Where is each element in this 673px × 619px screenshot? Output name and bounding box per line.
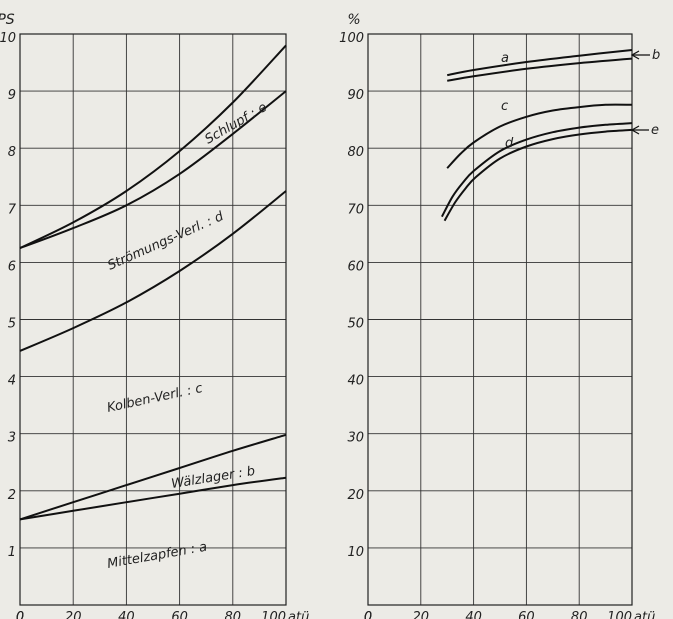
right-y-tick-label: 30 <box>347 431 364 446</box>
left-y-tick-label: 6 <box>8 259 16 274</box>
left-y-tick-label: 1 <box>8 545 16 560</box>
left-x-tick-label: 40 <box>118 610 135 619</box>
left-y-tick-label: 7 <box>8 202 17 217</box>
right-x-tick-label: 0 <box>364 610 372 619</box>
left-series-line-1 <box>19 476 287 521</box>
label-curve-e: e <box>651 123 659 138</box>
right-y-axis-label: % <box>347 12 360 28</box>
right-x-tick-label: 20 <box>413 610 430 619</box>
right-x-tick-label: 60 <box>518 610 535 619</box>
left-y-tick-label: 2 <box>8 488 16 503</box>
right-y-tick-label: 60 <box>347 259 364 274</box>
left-x-tick-label: 0 <box>16 610 24 619</box>
left-y-axis-label: PS <box>0 12 15 28</box>
left-y-tick-label: 5 <box>8 317 16 332</box>
left-x-unit-label: atü <box>288 610 309 619</box>
right-y-tick-label: 50 <box>347 317 364 332</box>
right-y-tick-label: 80 <box>347 145 364 160</box>
left-x-tick-label: 20 <box>65 610 82 619</box>
left-chart-power-loss: 020406080100atü12345678910PS0 <box>0 12 309 619</box>
left-y-tick-label: 8 <box>8 145 16 160</box>
left-series-line-2 <box>19 433 287 521</box>
right-series-line-c <box>446 103 633 169</box>
right-series-line-e <box>443 128 633 222</box>
left-y-tick-label: 9 <box>8 88 16 103</box>
right-series-line-b <box>447 57 633 82</box>
right-x-tick-label: 0 <box>364 610 372 619</box>
right-series-line-d <box>441 122 633 218</box>
right-series-line-a <box>447 49 633 77</box>
label-stroemungs-verl: Strömungs-Verl. : d <box>106 209 227 274</box>
right-y-tick-label: 40 <box>347 374 364 389</box>
left-series-line-4 <box>19 90 287 250</box>
right-y-tick-label: 20 <box>347 488 364 503</box>
left-x-tick-label: 60 <box>171 610 188 619</box>
right-x-unit-label: atü <box>634 610 655 619</box>
right-x-tick-label: 40 <box>465 610 482 619</box>
left-series-line-3 <box>19 190 287 352</box>
label-curve-c: c <box>501 99 508 114</box>
label-curve-b: b <box>652 48 660 63</box>
label-curve-d: d <box>505 136 514 151</box>
left-x-tick-label: 0 <box>16 610 24 619</box>
label-schlupf: Schlupf : e <box>203 100 270 147</box>
arrow-e-head <box>630 125 640 135</box>
right-frame <box>367 33 633 606</box>
right-x-tick-label: 100 <box>607 610 632 619</box>
right-x-tick-label: 80 <box>571 610 588 619</box>
left-y-tick-label: 3 <box>8 431 16 446</box>
left-y-tick-label: 10 <box>0 31 16 46</box>
left-y-tick-label: 4 <box>8 374 16 389</box>
right-y-tick-label: 10 <box>347 545 364 560</box>
left-frame <box>19 33 287 606</box>
right-y-tick-label: 100 <box>339 31 364 46</box>
label-mittelzapfen: Mittelzapfen : a <box>106 540 208 572</box>
arrow-b-head <box>630 50 640 60</box>
right-y-tick-label: 70 <box>347 202 364 217</box>
left-x-tick-label: 80 <box>225 610 242 619</box>
right-y-tick-label: 90 <box>347 88 364 103</box>
label-curve-a: a <box>501 51 509 66</box>
left-series-line-5 <box>19 44 287 250</box>
left-x-tick-label: 100 <box>261 610 286 619</box>
label-kolben-verl: Kolben-Verl. : c <box>106 381 204 416</box>
